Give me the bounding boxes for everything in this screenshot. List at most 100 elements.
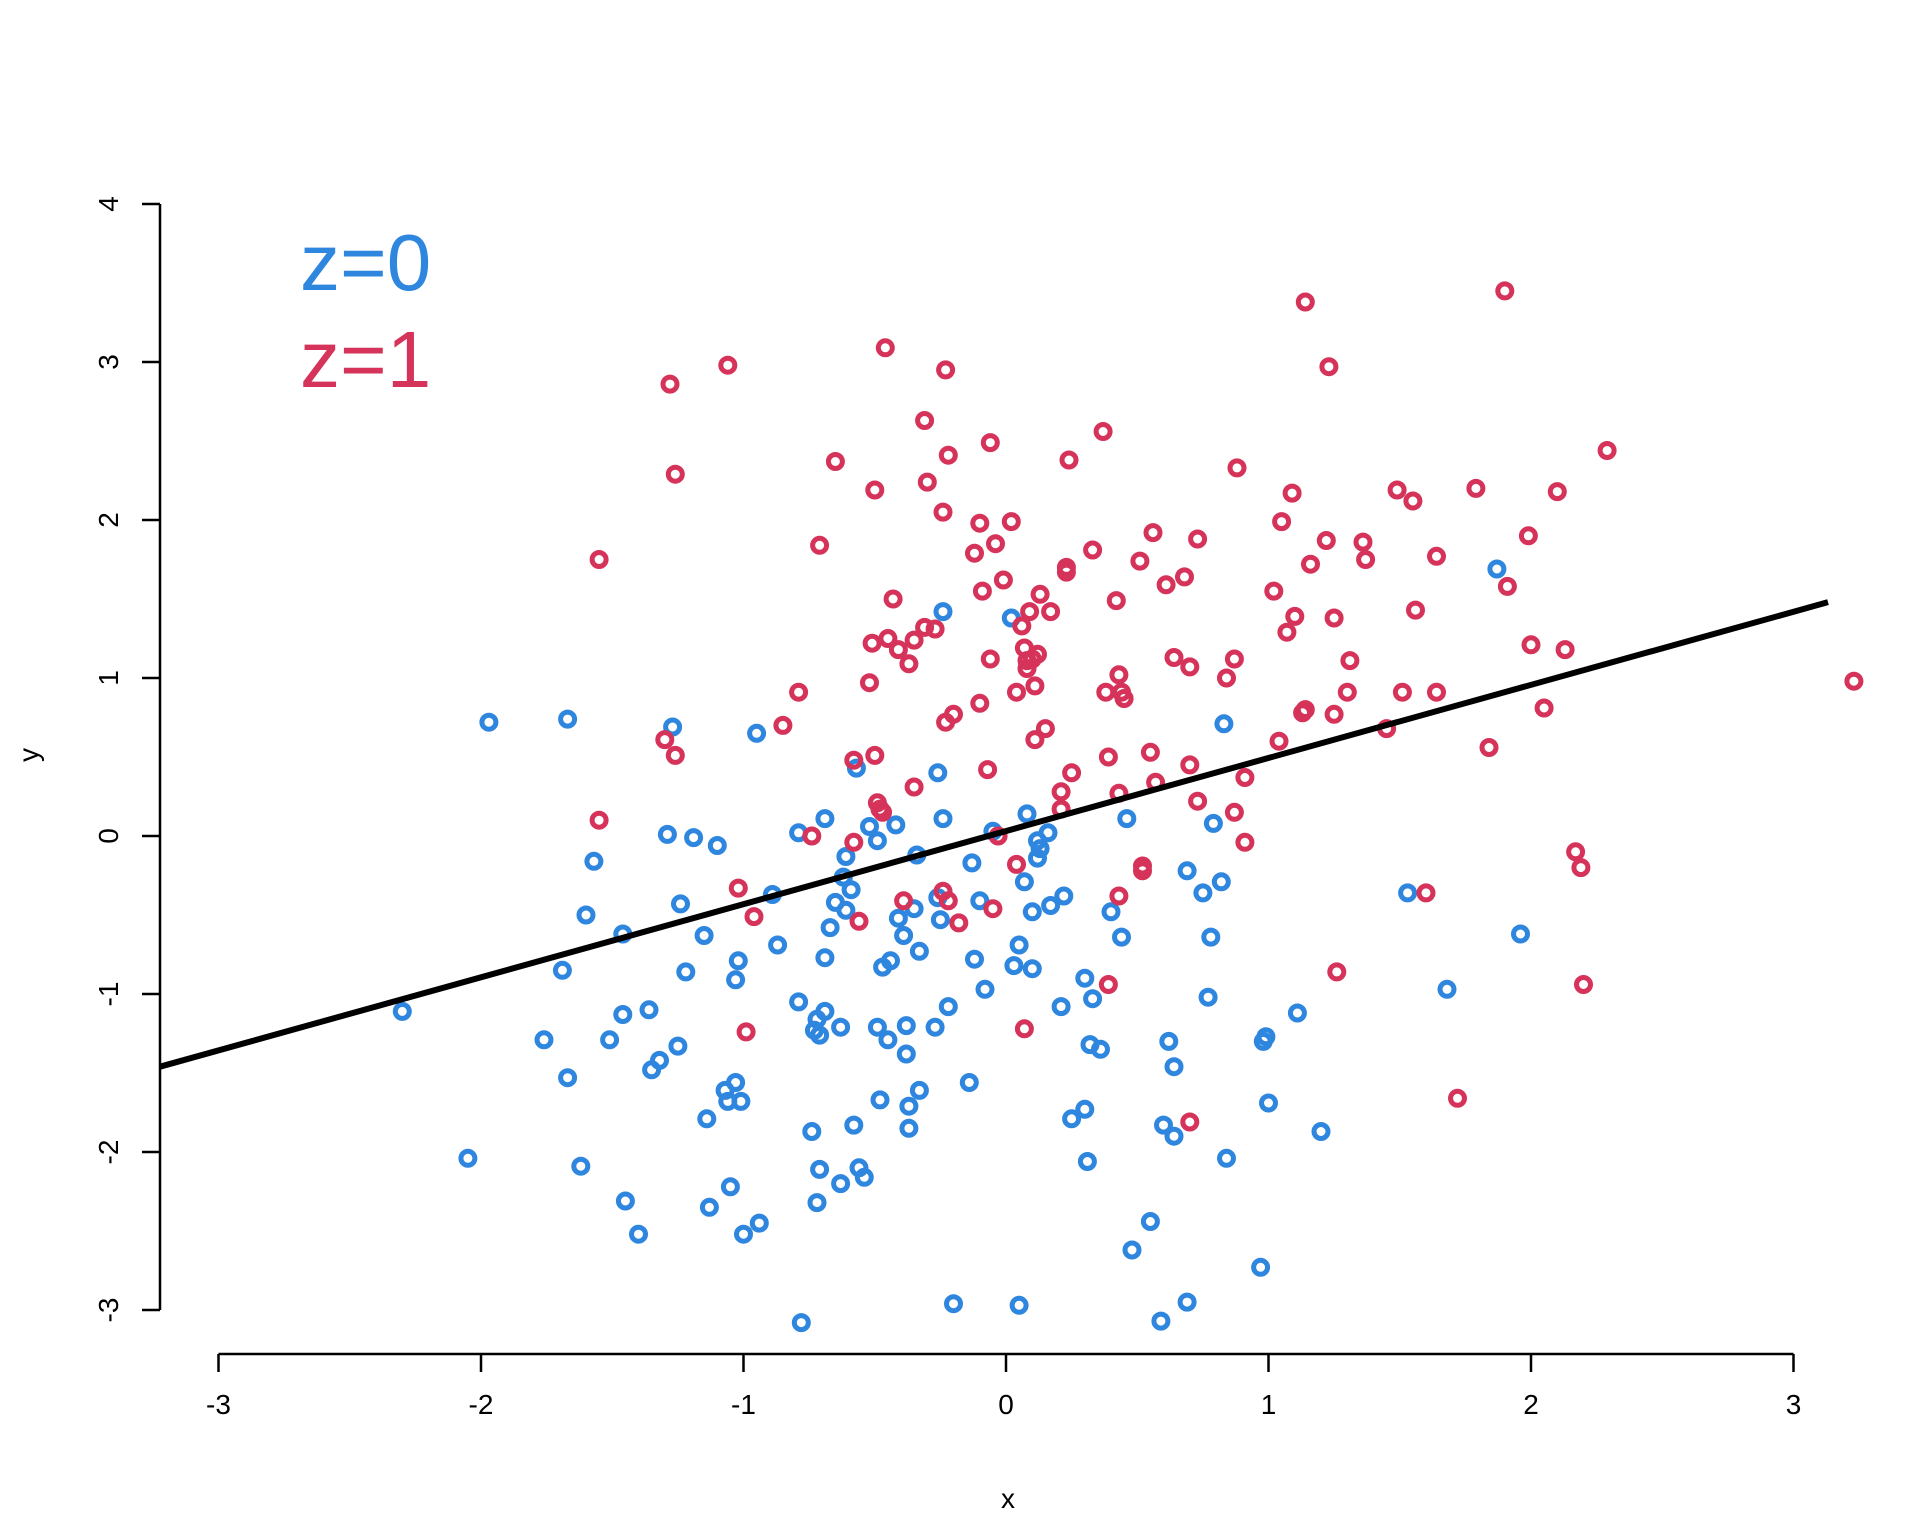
point-z0-75 xyxy=(896,1044,916,1064)
point-z1-84 xyxy=(1109,665,1129,685)
point-z1-127 xyxy=(1356,550,1376,569)
point-z1-43 xyxy=(944,704,963,724)
point-z1-117 xyxy=(1295,700,1315,720)
point-z0-59 xyxy=(841,880,861,900)
point-z0-142 xyxy=(1311,1122,1331,1141)
x-axis-label: x xyxy=(1001,1483,1015,1514)
point-z1-88 xyxy=(1114,689,1134,708)
point-z1-97 xyxy=(1175,567,1194,587)
point-z0-91 xyxy=(962,853,982,873)
y-tick-label: 2 xyxy=(93,512,124,528)
point-z0-27 xyxy=(707,836,727,855)
point-z1-120 xyxy=(1319,357,1339,377)
point-z0-101 xyxy=(1017,804,1037,824)
point-z0-93 xyxy=(970,891,990,911)
point-z0-145 xyxy=(1487,559,1507,579)
point-z0-128 xyxy=(1177,861,1197,881)
point-z0-9 xyxy=(584,851,604,871)
x-tick-label: 1 xyxy=(1261,1389,1277,1420)
point-z0-80 xyxy=(909,941,929,961)
point-z1-50 xyxy=(980,433,1000,453)
x-tick-label: -3 xyxy=(206,1389,231,1420)
point-z0-10 xyxy=(600,1030,620,1050)
point-z0-88 xyxy=(938,997,958,1017)
point-z1-150 xyxy=(1844,671,1864,691)
point-z1-113 xyxy=(1282,483,1302,503)
point-z1-118 xyxy=(1301,554,1320,574)
point-z1-8 xyxy=(736,1022,756,1042)
point-z0-51 xyxy=(815,948,835,968)
point-z0-4 xyxy=(552,960,572,980)
point-z1-26 xyxy=(878,629,898,648)
point-z0-19 xyxy=(663,717,683,737)
point-z1-91 xyxy=(1133,861,1152,881)
y-tick-label: -3 xyxy=(93,1298,124,1323)
point-z1-55 xyxy=(993,570,1013,590)
series-z1-points xyxy=(589,281,1864,1132)
point-z1-57 xyxy=(1007,854,1026,874)
point-z1-108 xyxy=(1235,832,1255,852)
point-z0-90 xyxy=(959,1073,979,1092)
point-z0-82 xyxy=(925,1017,945,1037)
point-z1-137 xyxy=(1466,478,1486,498)
point-z1-81 xyxy=(1098,747,1118,767)
point-z1-36 xyxy=(925,619,945,639)
point-z1-53 xyxy=(986,534,1005,554)
point-z1-1 xyxy=(589,810,609,830)
point-z0-3 xyxy=(534,1030,554,1050)
point-z0-37 xyxy=(749,1213,769,1233)
point-z1-123 xyxy=(1327,962,1347,982)
point-z0-71 xyxy=(886,815,906,835)
point-z1-4 xyxy=(665,464,685,484)
point-z0-57 xyxy=(836,847,856,866)
point-z0-143 xyxy=(1398,883,1418,903)
point-z1-31 xyxy=(904,630,924,650)
point-z0-31 xyxy=(726,1073,746,1092)
point-z1-20 xyxy=(865,480,885,500)
point-z0-49 xyxy=(815,1001,835,1021)
point-z1-18 xyxy=(860,673,879,693)
point-z1-86 xyxy=(1109,886,1129,906)
point-z0-111 xyxy=(1062,1109,1082,1129)
point-z0-55 xyxy=(831,1174,851,1194)
point-z1-129 xyxy=(1387,480,1407,500)
point-z1-21 xyxy=(865,745,885,765)
point-z0-15 xyxy=(639,1000,659,1020)
y-tick-label: -2 xyxy=(93,1140,124,1165)
point-z1-121 xyxy=(1324,608,1344,628)
point-z0-1 xyxy=(458,1148,478,1168)
point-z0-100 xyxy=(1014,872,1034,892)
point-z1-145 xyxy=(1555,640,1575,660)
point-z0-92 xyxy=(965,949,984,969)
point-z1-119 xyxy=(1316,531,1336,550)
point-z1-133 xyxy=(1416,883,1436,903)
point-z1-78 xyxy=(1083,540,1103,560)
point-z0-85 xyxy=(930,910,950,930)
point-z0-134 xyxy=(1211,872,1231,892)
point-z1-12 xyxy=(802,826,822,846)
point-z0-32 xyxy=(726,970,746,990)
point-z1-34 xyxy=(915,411,935,430)
point-z0-39 xyxy=(768,935,788,955)
point-z1-109 xyxy=(1264,581,1284,601)
point-z1-45 xyxy=(965,543,984,563)
point-z1-32 xyxy=(904,777,924,797)
point-z0-42 xyxy=(791,1313,811,1333)
point-z0-23 xyxy=(684,828,704,848)
point-z0-48 xyxy=(810,1159,830,1179)
point-z0-52 xyxy=(820,918,840,938)
point-z1-10 xyxy=(773,715,793,735)
point-z0-121 xyxy=(1122,1240,1142,1260)
point-z0-107 xyxy=(1038,823,1058,843)
point-z1-41 xyxy=(938,445,958,465)
point-z1-3 xyxy=(660,374,680,394)
point-z1-98 xyxy=(1180,657,1200,677)
point-z1-148 xyxy=(1574,975,1593,994)
point-z1-27 xyxy=(883,589,903,609)
point-z0-64 xyxy=(860,817,879,836)
point-z1-49 xyxy=(978,760,998,780)
point-z1-30 xyxy=(899,654,919,674)
point-z0-33 xyxy=(728,951,748,971)
point-z0-74 xyxy=(896,1016,916,1036)
